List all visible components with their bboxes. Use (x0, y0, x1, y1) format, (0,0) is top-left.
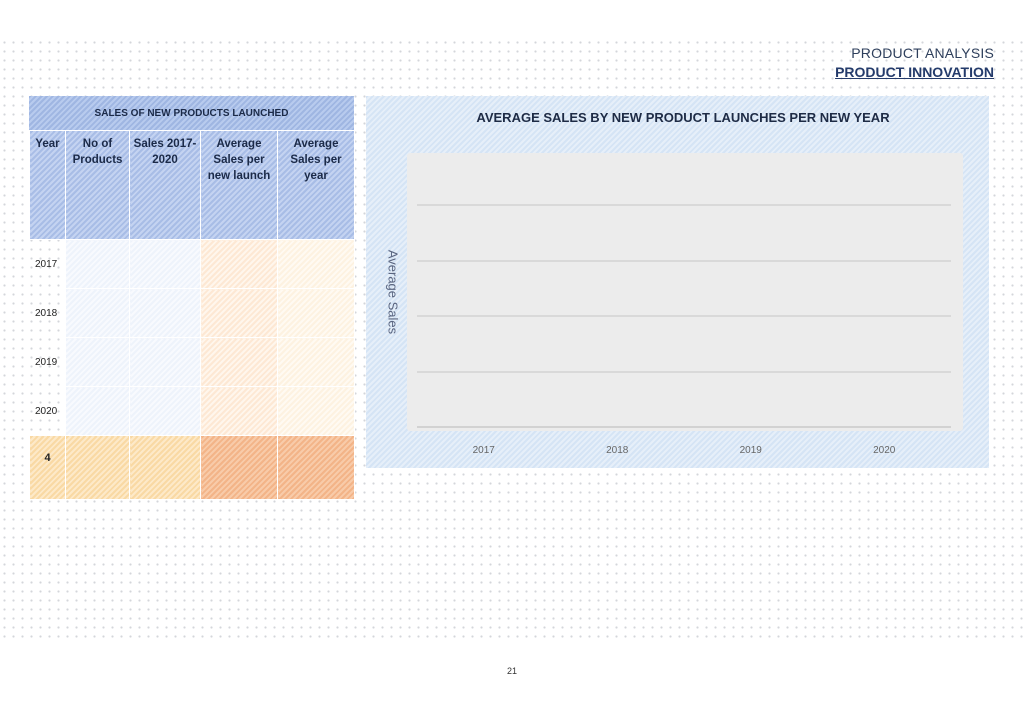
total-products-cell (65, 435, 130, 500)
chart-title: AVERAGE SALES BY NEW PRODUCT LAUNCHES PE… (476, 110, 890, 125)
col-header-avg-launch: Average Sales per new launch (200, 130, 278, 240)
sales-cell (129, 386, 201, 436)
page-header: PRODUCT ANALYSIS PRODUCT INNOVATION (835, 45, 994, 80)
row-year-cell: 2017 (29, 239, 66, 289)
grid-lines (417, 204, 951, 428)
table-row: 2020 (29, 386, 355, 436)
table-row: 2018 (29, 288, 355, 338)
x-tick-label: 2017 (473, 445, 496, 456)
plot-area-background (407, 153, 963, 431)
total-avg-launch-cell (200, 435, 278, 500)
avg-year-cell (277, 386, 355, 436)
col-header-products: No of Products (65, 130, 130, 240)
sales-table-container: SALES OF NEW PRODUCTS LAUNCHED Year No o… (29, 96, 355, 500)
products-cell (65, 386, 130, 436)
avg-launch-cell (200, 288, 278, 338)
sales-table: Year No of Products Sales 2017-2020 Aver… (29, 130, 355, 500)
sales-cell (129, 239, 201, 289)
col-header-sales: Sales 2017-2020 (129, 130, 201, 240)
col-header-avg-year: Average Sales per year (277, 130, 355, 240)
subsection-link[interactable]: PRODUCT INNOVATION (835, 64, 994, 80)
x-axis-tick-labels: 2017 2018 2019 2020 (473, 445, 896, 456)
x-tick-label: 2018 (606, 445, 629, 456)
products-cell (65, 239, 130, 289)
table-row: 2017 (29, 239, 355, 289)
total-sales-cell (129, 435, 201, 500)
sales-cell (129, 288, 201, 338)
total-count-cell: 4 (29, 435, 66, 500)
y-axis-label: Average Sales (385, 249, 401, 335)
total-avg-year-cell (277, 435, 355, 500)
row-year-cell: 2020 (29, 386, 66, 436)
table-total-row: 4 (29, 435, 355, 500)
products-cell (65, 288, 130, 338)
page-number: 21 (506, 666, 517, 676)
avg-year-cell (277, 239, 355, 289)
table-title: SALES OF NEW PRODUCTS LAUNCHED (29, 96, 354, 130)
avg-launch-cell (200, 337, 278, 387)
table-header-row: Year No of Products Sales 2017-2020 Aver… (29, 130, 355, 240)
row-year-cell: 2019 (29, 337, 66, 387)
x-tick-label: 2020 (873, 445, 896, 456)
col-header-year: Year (29, 130, 66, 240)
x-tick-label: 2019 (740, 445, 763, 456)
section-title: PRODUCT ANALYSIS (851, 45, 994, 61)
